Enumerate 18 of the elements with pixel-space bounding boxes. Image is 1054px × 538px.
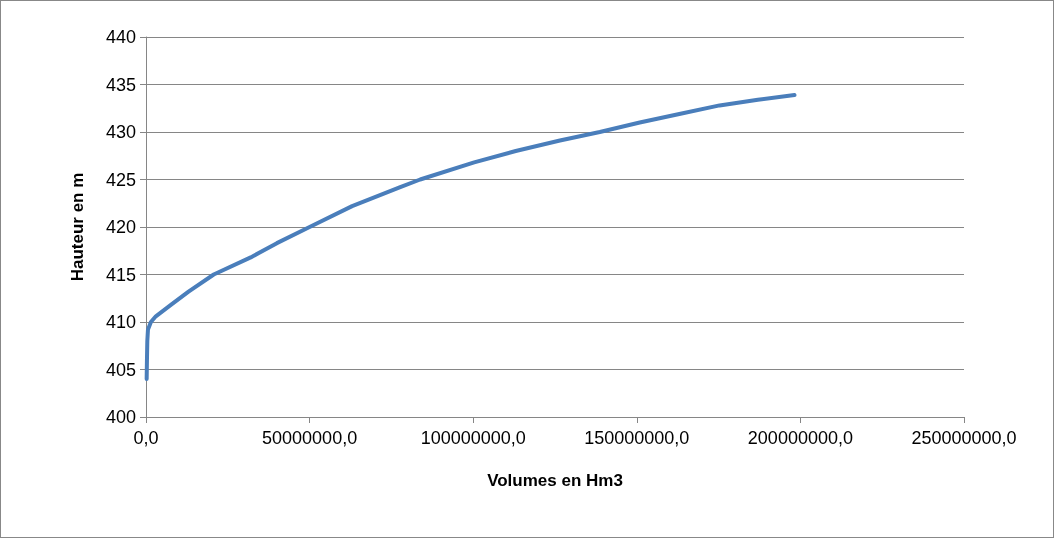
y-tick-label: 430 — [105, 122, 136, 142]
y-tick-label: 440 — [105, 27, 136, 47]
y-tick-label: 420 — [105, 217, 136, 237]
x-tick-label: 50000000,0 — [262, 428, 358, 448]
y-tick-label: 400 — [105, 407, 136, 427]
x-tick-label: 200000000,0 — [747, 428, 853, 448]
x-axis-title: Volumes en Hm3 — [487, 471, 623, 490]
y-axis-title: Hauteur en m — [68, 172, 87, 282]
y-tick-label: 425 — [105, 169, 136, 190]
x-tick-label: 0,0 — [133, 428, 159, 448]
x-tick-label: 100000000,0 — [420, 428, 526, 448]
y-tick-label: 405 — [105, 359, 136, 380]
line-series — [144, 92, 797, 381]
y-tick-label: 435 — [105, 74, 136, 95]
x-tick-label: 250000000,0 — [911, 428, 1017, 448]
x-tick-label: 150000000,0 — [584, 428, 690, 448]
y-tick-label: 415 — [105, 264, 136, 285]
y-tick-label: 410 — [105, 312, 136, 332]
